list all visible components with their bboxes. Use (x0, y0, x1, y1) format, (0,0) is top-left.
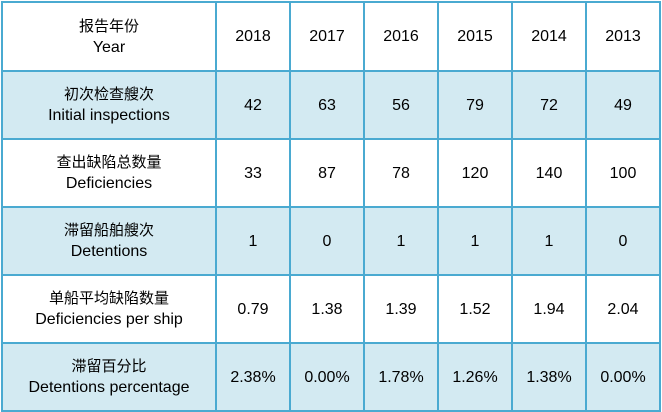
value-cell: 1.78% (363, 342, 439, 412)
row-label-en: Detentions percentage (28, 379, 190, 396)
year-header-cell: 2013 (585, 1, 661, 72)
row-label-zh: 初次检查艘次 (63, 85, 154, 103)
value-cell: 1.52 (437, 274, 513, 344)
table-row: 滞留百分比 Detentions percentage 2.38% 0.00% … (1, 342, 661, 412)
row-label-zh: 单船平均缺陷数量 (48, 289, 169, 307)
value-cell: 49 (585, 70, 661, 140)
value-cell: 42 (215, 70, 291, 140)
value-cell: 100 (585, 138, 661, 208)
value-cell: 0.00% (585, 342, 661, 412)
value-cell: 72 (511, 70, 587, 140)
header-row: 报告年份 Year 2018 2017 2016 2015 2014 2013 (1, 1, 661, 72)
row-label-zh: 查出缺陷总数量 (56, 153, 162, 171)
value-cell: 1.38% (511, 342, 587, 412)
value-cell: 63 (289, 70, 365, 140)
row-label-en: Deficiencies per ship (35, 311, 183, 328)
year-header-cell: 2017 (289, 1, 365, 72)
row-label-en: Initial inspections (48, 107, 170, 124)
row-label-en: Deficiencies (65, 175, 153, 192)
value-cell: 78 (363, 138, 439, 208)
value-cell: 1 (511, 206, 587, 276)
value-cell: 2.04 (585, 274, 661, 344)
value-cell: 0.00% (289, 342, 365, 412)
value-cell: 56 (363, 70, 439, 140)
row-label-cell: 单船平均缺陷数量 Deficiencies per ship (1, 274, 217, 344)
value-cell: 1.38 (289, 274, 365, 344)
value-cell: 1.94 (511, 274, 587, 344)
value-cell: 0.79 (215, 274, 291, 344)
year-header-cell: 2018 (215, 1, 291, 72)
value-cell: 0 (585, 206, 661, 276)
row-label-cell: 滞留百分比 Detentions percentage (1, 342, 217, 412)
value-cell: 1 (363, 206, 439, 276)
table-row: 滞留船舶艘次 Detentions 1 0 1 1 1 0 (1, 206, 661, 276)
row-label-en: Detentions (70, 243, 148, 260)
value-cell: 79 (437, 70, 513, 140)
value-cell: 140 (511, 138, 587, 208)
header-label-en: Year (92, 38, 126, 56)
table-row: 初次检查艘次 Initial inspections 42 63 56 79 7… (1, 70, 661, 140)
year-header-cell: 2014 (511, 1, 587, 72)
value-cell: 33 (215, 138, 291, 208)
row-label-zh: 滞留百分比 (71, 357, 147, 375)
value-cell: 1 (215, 206, 291, 276)
value-cell: 1 (437, 206, 513, 276)
value-cell: 120 (437, 138, 513, 208)
value-cell: 1.26% (437, 342, 513, 412)
row-label-cell: 初次检查艘次 Initial inspections (1, 70, 217, 140)
table-row: 单船平均缺陷数量 Deficiencies per ship 0.79 1.38… (1, 274, 661, 344)
value-cell: 87 (289, 138, 365, 208)
value-cell: 2.38% (215, 342, 291, 412)
table-row: 查出缺陷总数量 Deficiencies 33 87 78 120 140 10… (1, 138, 661, 208)
year-header-cell: 2015 (437, 1, 513, 72)
row-label-cell: 查出缺陷总数量 Deficiencies (1, 138, 217, 208)
row-label-zh: 滞留船舶艘次 (63, 221, 154, 239)
header-label-cell: 报告年份 Year (1, 1, 217, 72)
value-cell: 0 (289, 206, 365, 276)
value-cell: 1.39 (363, 274, 439, 344)
year-header-cell: 2016 (363, 1, 439, 72)
row-label-cell: 滞留船舶艘次 Detentions (1, 206, 217, 276)
header-label-zh: 报告年份 (78, 16, 139, 35)
